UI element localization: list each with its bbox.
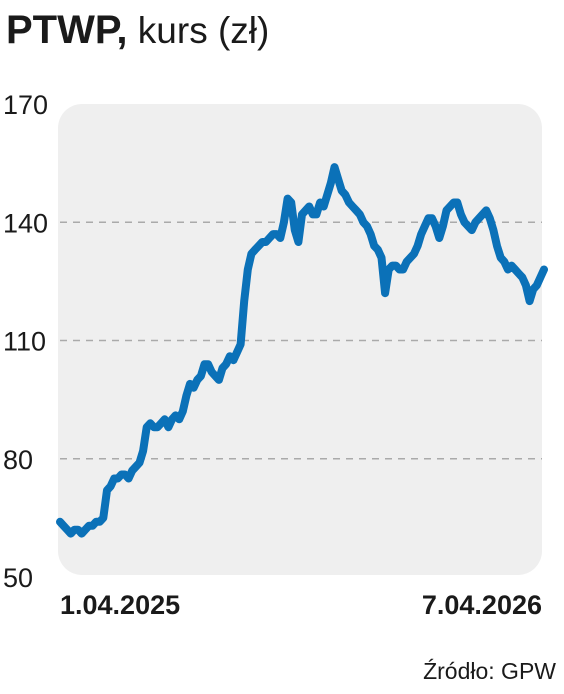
y-tick-label: 110: [3, 327, 46, 357]
chart-title: PTWP, kurs (zł): [6, 8, 269, 53]
plot-background: [58, 104, 542, 575]
y-tick-label: 140: [3, 208, 48, 238]
y-tick-label: 50: [3, 563, 33, 593]
source-note: Źródło: GPW: [423, 658, 556, 684]
ticker-label: PTWP,: [6, 8, 128, 52]
unit-label: kurs (zł): [137, 10, 270, 51]
y-tick-label: 170: [3, 90, 48, 120]
y-tick-label: 80: [3, 445, 33, 475]
x-tick-label-start: 1.04.2025: [60, 590, 180, 620]
x-tick-label-end: 7.04.2026: [422, 590, 542, 620]
price-line: [56, 163, 548, 538]
y-axis-ticks: 170 140 110 80 50: [3, 90, 48, 593]
